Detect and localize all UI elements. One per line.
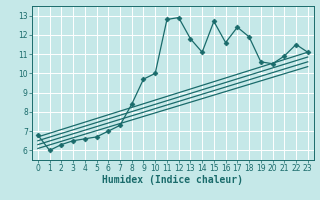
X-axis label: Humidex (Indice chaleur): Humidex (Indice chaleur) bbox=[102, 175, 243, 185]
